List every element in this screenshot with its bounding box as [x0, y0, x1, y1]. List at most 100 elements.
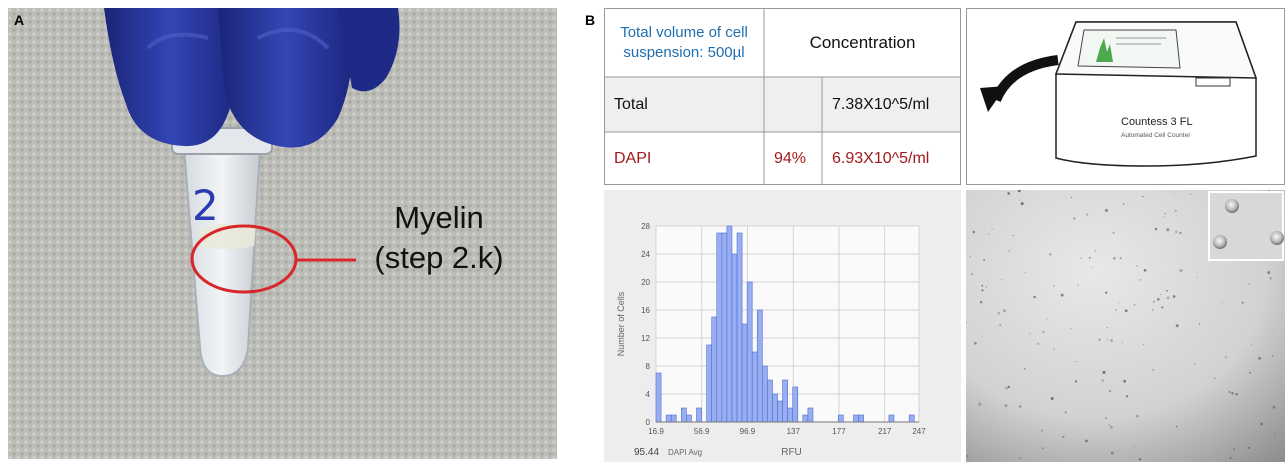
- cell-speck: [1092, 266, 1094, 268]
- row-dapi-label: DAPI: [614, 149, 652, 167]
- cell-speck: [1142, 343, 1145, 345]
- cell-speck: [1050, 397, 1054, 400]
- cell-speck: [1133, 304, 1136, 306]
- cell-speck: [1193, 363, 1196, 365]
- micrograph-inset: [1208, 191, 1284, 261]
- histogram-bar: [751, 351, 758, 423]
- cell-speck: [1073, 217, 1076, 220]
- cell-speck: [1108, 424, 1111, 426]
- cell-speck: [979, 300, 983, 304]
- cell-speck: [1086, 213, 1089, 216]
- histogram-bar: [686, 414, 692, 423]
- cell-speck: [1117, 302, 1120, 304]
- cell-speck: [1053, 348, 1055, 350]
- device-subtitle: Automated Cell Counter: [1121, 132, 1191, 139]
- cell-speck: [1174, 191, 1176, 193]
- cell-speck: [1019, 199, 1021, 201]
- cell-speck: [1272, 405, 1276, 409]
- y-tick-label: 28: [641, 222, 650, 231]
- histogram-bar: [741, 323, 748, 423]
- histogram-bar: [696, 407, 702, 423]
- volume-header: Total volume of cell suspension: 500µl: [620, 23, 748, 61]
- cell-speck: [1233, 448, 1236, 451]
- cell-speck: [1135, 414, 1139, 418]
- cell-speck: [1138, 458, 1142, 461]
- cell-speck: [1274, 432, 1276, 434]
- cell-speck: [1080, 257, 1082, 259]
- cell-speck: [1019, 457, 1022, 460]
- histogram-bar: [767, 379, 773, 423]
- cell-speck: [1048, 253, 1052, 256]
- cell-speck: [990, 429, 992, 431]
- y-tick-label: 20: [641, 278, 650, 287]
- cell-speck: [1152, 309, 1154, 311]
- cell-speck: [1258, 357, 1261, 360]
- cell-speck: [1110, 451, 1114, 455]
- cell-speck: [1024, 272, 1026, 274]
- cell-speck: [1105, 291, 1108, 294]
- cell-speck: [1041, 447, 1044, 449]
- cell-speck: [1123, 379, 1127, 383]
- cell-speck: [972, 230, 976, 234]
- cell-speck: [1050, 449, 1052, 451]
- histogram-bar: [681, 407, 687, 423]
- histogram-bar: [762, 365, 768, 423]
- cell-speck: [1235, 393, 1238, 396]
- cell-speck: [1023, 368, 1026, 370]
- histogram-bar: [787, 407, 794, 423]
- cell-speck: [1260, 422, 1264, 426]
- histogram-bar: [706, 344, 712, 423]
- cell-speck: [1163, 216, 1165, 218]
- cell-speck: [1106, 338, 1108, 341]
- histogram-bar: [888, 414, 895, 423]
- cell-speck: [1124, 309, 1128, 313]
- cell-speck: [1179, 269, 1183, 272]
- myelin-annotation: Myelin (step 2.k): [374, 200, 504, 275]
- cell-speck: [1110, 339, 1113, 342]
- row-total-label: Total: [614, 95, 648, 113]
- cell-speck: [1249, 371, 1251, 374]
- cell-speck: [1074, 380, 1078, 383]
- x-tick-label: 16.9: [648, 427, 664, 436]
- cell-speck: [1179, 231, 1182, 235]
- row-dapi-percent: 94%: [774, 149, 807, 167]
- cell-speck: [1175, 324, 1179, 328]
- cell-speck: [1005, 386, 1009, 390]
- cell-speck: [1196, 276, 1198, 278]
- cell-speck: [1214, 377, 1216, 380]
- cell-speck: [1002, 309, 1007, 313]
- cell-speck: [1133, 445, 1136, 448]
- cell-speck: [1160, 293, 1162, 296]
- cell-speck: [1012, 234, 1015, 237]
- tube-photo: 2: [8, 8, 557, 459]
- cell-speck: [1166, 289, 1168, 292]
- histogram-bar: [853, 414, 859, 423]
- histogram-bar: [716, 232, 723, 423]
- cell-speck: [983, 258, 986, 261]
- y-tick-label: 0: [646, 418, 651, 427]
- cell-speck: [1007, 192, 1011, 195]
- cell-speck: [1172, 295, 1176, 298]
- cell-speck: [981, 284, 984, 287]
- cell-speck: [1088, 257, 1091, 259]
- cell-speck: [1102, 370, 1106, 374]
- device-brand: Countess 3 FL: [1121, 116, 1193, 128]
- x-tick-label: 217: [878, 427, 892, 436]
- concentration-table: Total volume of cell suspension: 500µl C…: [604, 8, 961, 185]
- cell-speck: [978, 402, 982, 406]
- cell-speck: [1064, 411, 1067, 414]
- cell-speck: [1143, 269, 1147, 272]
- cell-speck: [1042, 330, 1045, 334]
- histogram-bar: [782, 379, 788, 423]
- cell-speck: [1250, 344, 1252, 346]
- cell-speck: [1228, 391, 1231, 394]
- cell-speck: [987, 233, 990, 235]
- histogram-bar: [736, 232, 743, 423]
- cell-speck: [1112, 231, 1115, 234]
- cell-speck: [1109, 390, 1111, 392]
- cell-speck: [974, 342, 977, 345]
- x-tick-label: 56.9: [694, 427, 710, 436]
- cell-speck: [1101, 379, 1105, 382]
- x-tick-label: 137: [787, 427, 801, 436]
- cell-speck: [999, 324, 1002, 326]
